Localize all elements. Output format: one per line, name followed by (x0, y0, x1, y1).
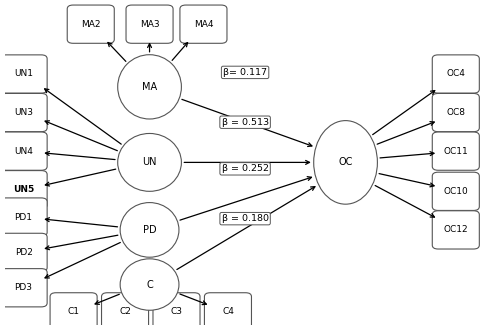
Text: MA3: MA3 (140, 20, 160, 29)
Text: UN5: UN5 (13, 185, 34, 194)
FancyBboxPatch shape (0, 171, 47, 209)
FancyBboxPatch shape (432, 211, 480, 249)
Text: C: C (146, 279, 153, 290)
FancyBboxPatch shape (0, 55, 47, 93)
Text: OC12: OC12 (444, 225, 468, 235)
FancyBboxPatch shape (0, 132, 47, 170)
FancyBboxPatch shape (204, 293, 252, 328)
Text: PD3: PD3 (14, 283, 32, 292)
FancyBboxPatch shape (50, 293, 97, 328)
FancyBboxPatch shape (153, 293, 200, 328)
Text: OC4: OC4 (446, 70, 465, 78)
Text: UN1: UN1 (14, 70, 33, 78)
Text: MA2: MA2 (81, 20, 100, 29)
Text: UN: UN (142, 157, 157, 167)
FancyBboxPatch shape (432, 93, 480, 132)
Text: β = 0.180: β = 0.180 (222, 214, 268, 223)
FancyBboxPatch shape (432, 172, 480, 211)
Text: PD: PD (142, 225, 156, 235)
Text: β = 0.252: β = 0.252 (222, 164, 268, 173)
FancyBboxPatch shape (432, 132, 480, 170)
Text: C4: C4 (222, 307, 234, 317)
Text: β= 0.117: β= 0.117 (223, 68, 267, 77)
FancyBboxPatch shape (0, 269, 47, 307)
Text: UN3: UN3 (14, 108, 33, 117)
FancyBboxPatch shape (67, 5, 114, 43)
Ellipse shape (118, 133, 182, 191)
FancyBboxPatch shape (0, 93, 47, 132)
Text: UN4: UN4 (14, 147, 33, 156)
FancyBboxPatch shape (0, 233, 47, 272)
FancyBboxPatch shape (180, 5, 227, 43)
FancyBboxPatch shape (432, 55, 480, 93)
Text: MA: MA (142, 82, 157, 92)
Text: C3: C3 (170, 307, 182, 317)
FancyBboxPatch shape (0, 198, 47, 236)
FancyBboxPatch shape (102, 293, 148, 328)
Ellipse shape (118, 55, 182, 119)
FancyBboxPatch shape (126, 5, 173, 43)
Text: OC: OC (338, 157, 352, 167)
Text: OC11: OC11 (444, 147, 468, 156)
Text: C1: C1 (68, 307, 80, 317)
Ellipse shape (120, 203, 179, 257)
Text: C2: C2 (119, 307, 131, 317)
Text: OC8: OC8 (446, 108, 466, 117)
Text: β = 0.513: β = 0.513 (222, 118, 268, 127)
Ellipse shape (120, 259, 179, 310)
Text: PD1: PD1 (14, 213, 32, 221)
Text: MA4: MA4 (194, 20, 213, 29)
Text: PD2: PD2 (14, 248, 32, 257)
Ellipse shape (314, 121, 378, 204)
Text: OC10: OC10 (444, 187, 468, 196)
